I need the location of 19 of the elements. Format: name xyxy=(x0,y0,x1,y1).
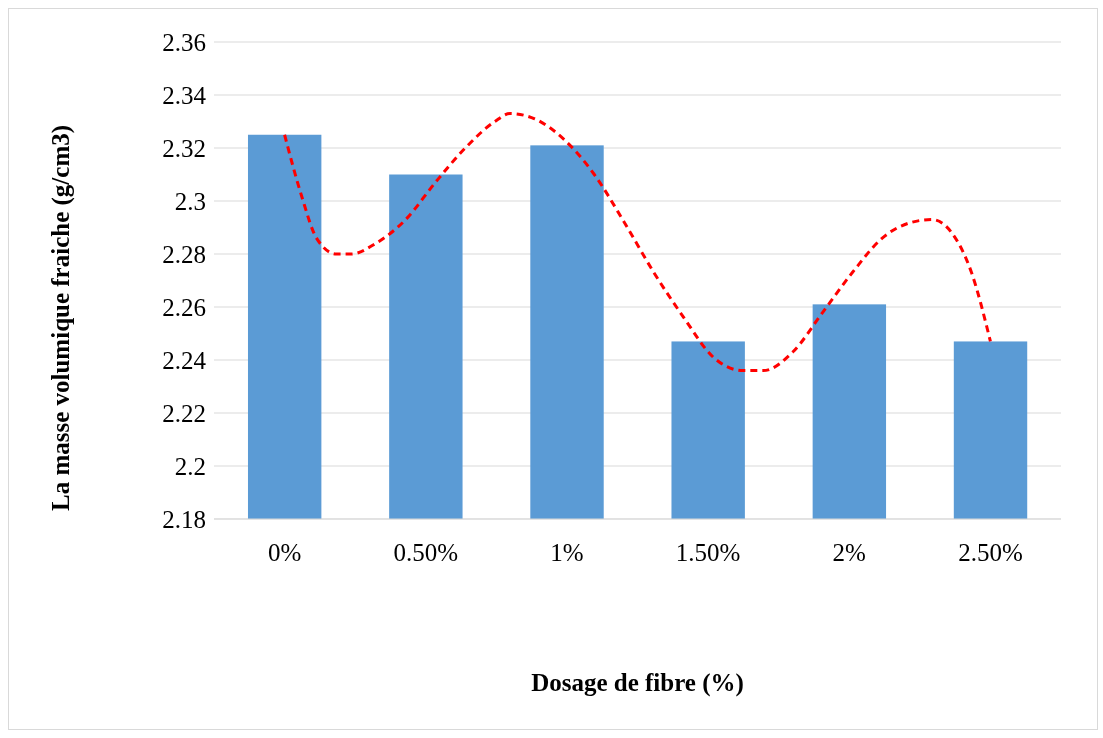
y-tick-label: 2.32 xyxy=(162,134,206,162)
y-tick-label: 2.3 xyxy=(174,187,206,215)
x-tick-label: 1.50% xyxy=(675,538,741,566)
y-tick-label: 2.26 xyxy=(162,293,206,321)
y-tick-label: 2.24 xyxy=(162,346,207,374)
y-axis-title: La masse volumique fraiche (g/cm3) xyxy=(47,123,75,514)
x-tick-label: 0.50% xyxy=(393,538,459,566)
x-tick-label: 1% xyxy=(550,538,584,566)
y-tick-label: 2.22 xyxy=(162,399,206,427)
y-tick-label: 2.2 xyxy=(174,452,206,480)
y-tick-label: 2.34 xyxy=(162,81,207,109)
x-tick-label: 0% xyxy=(267,538,302,566)
x-axis-title: Dosage de fibre (%) xyxy=(530,669,745,697)
y-tick-label: 2.18 xyxy=(162,505,206,533)
y-tick-label: 2.36 xyxy=(162,28,206,56)
y-tick-label: 2.28 xyxy=(162,240,206,268)
x-tick-label: 2% xyxy=(832,538,866,566)
line-series xyxy=(283,112,992,373)
x-tick-label: 2.50% xyxy=(958,538,1023,566)
